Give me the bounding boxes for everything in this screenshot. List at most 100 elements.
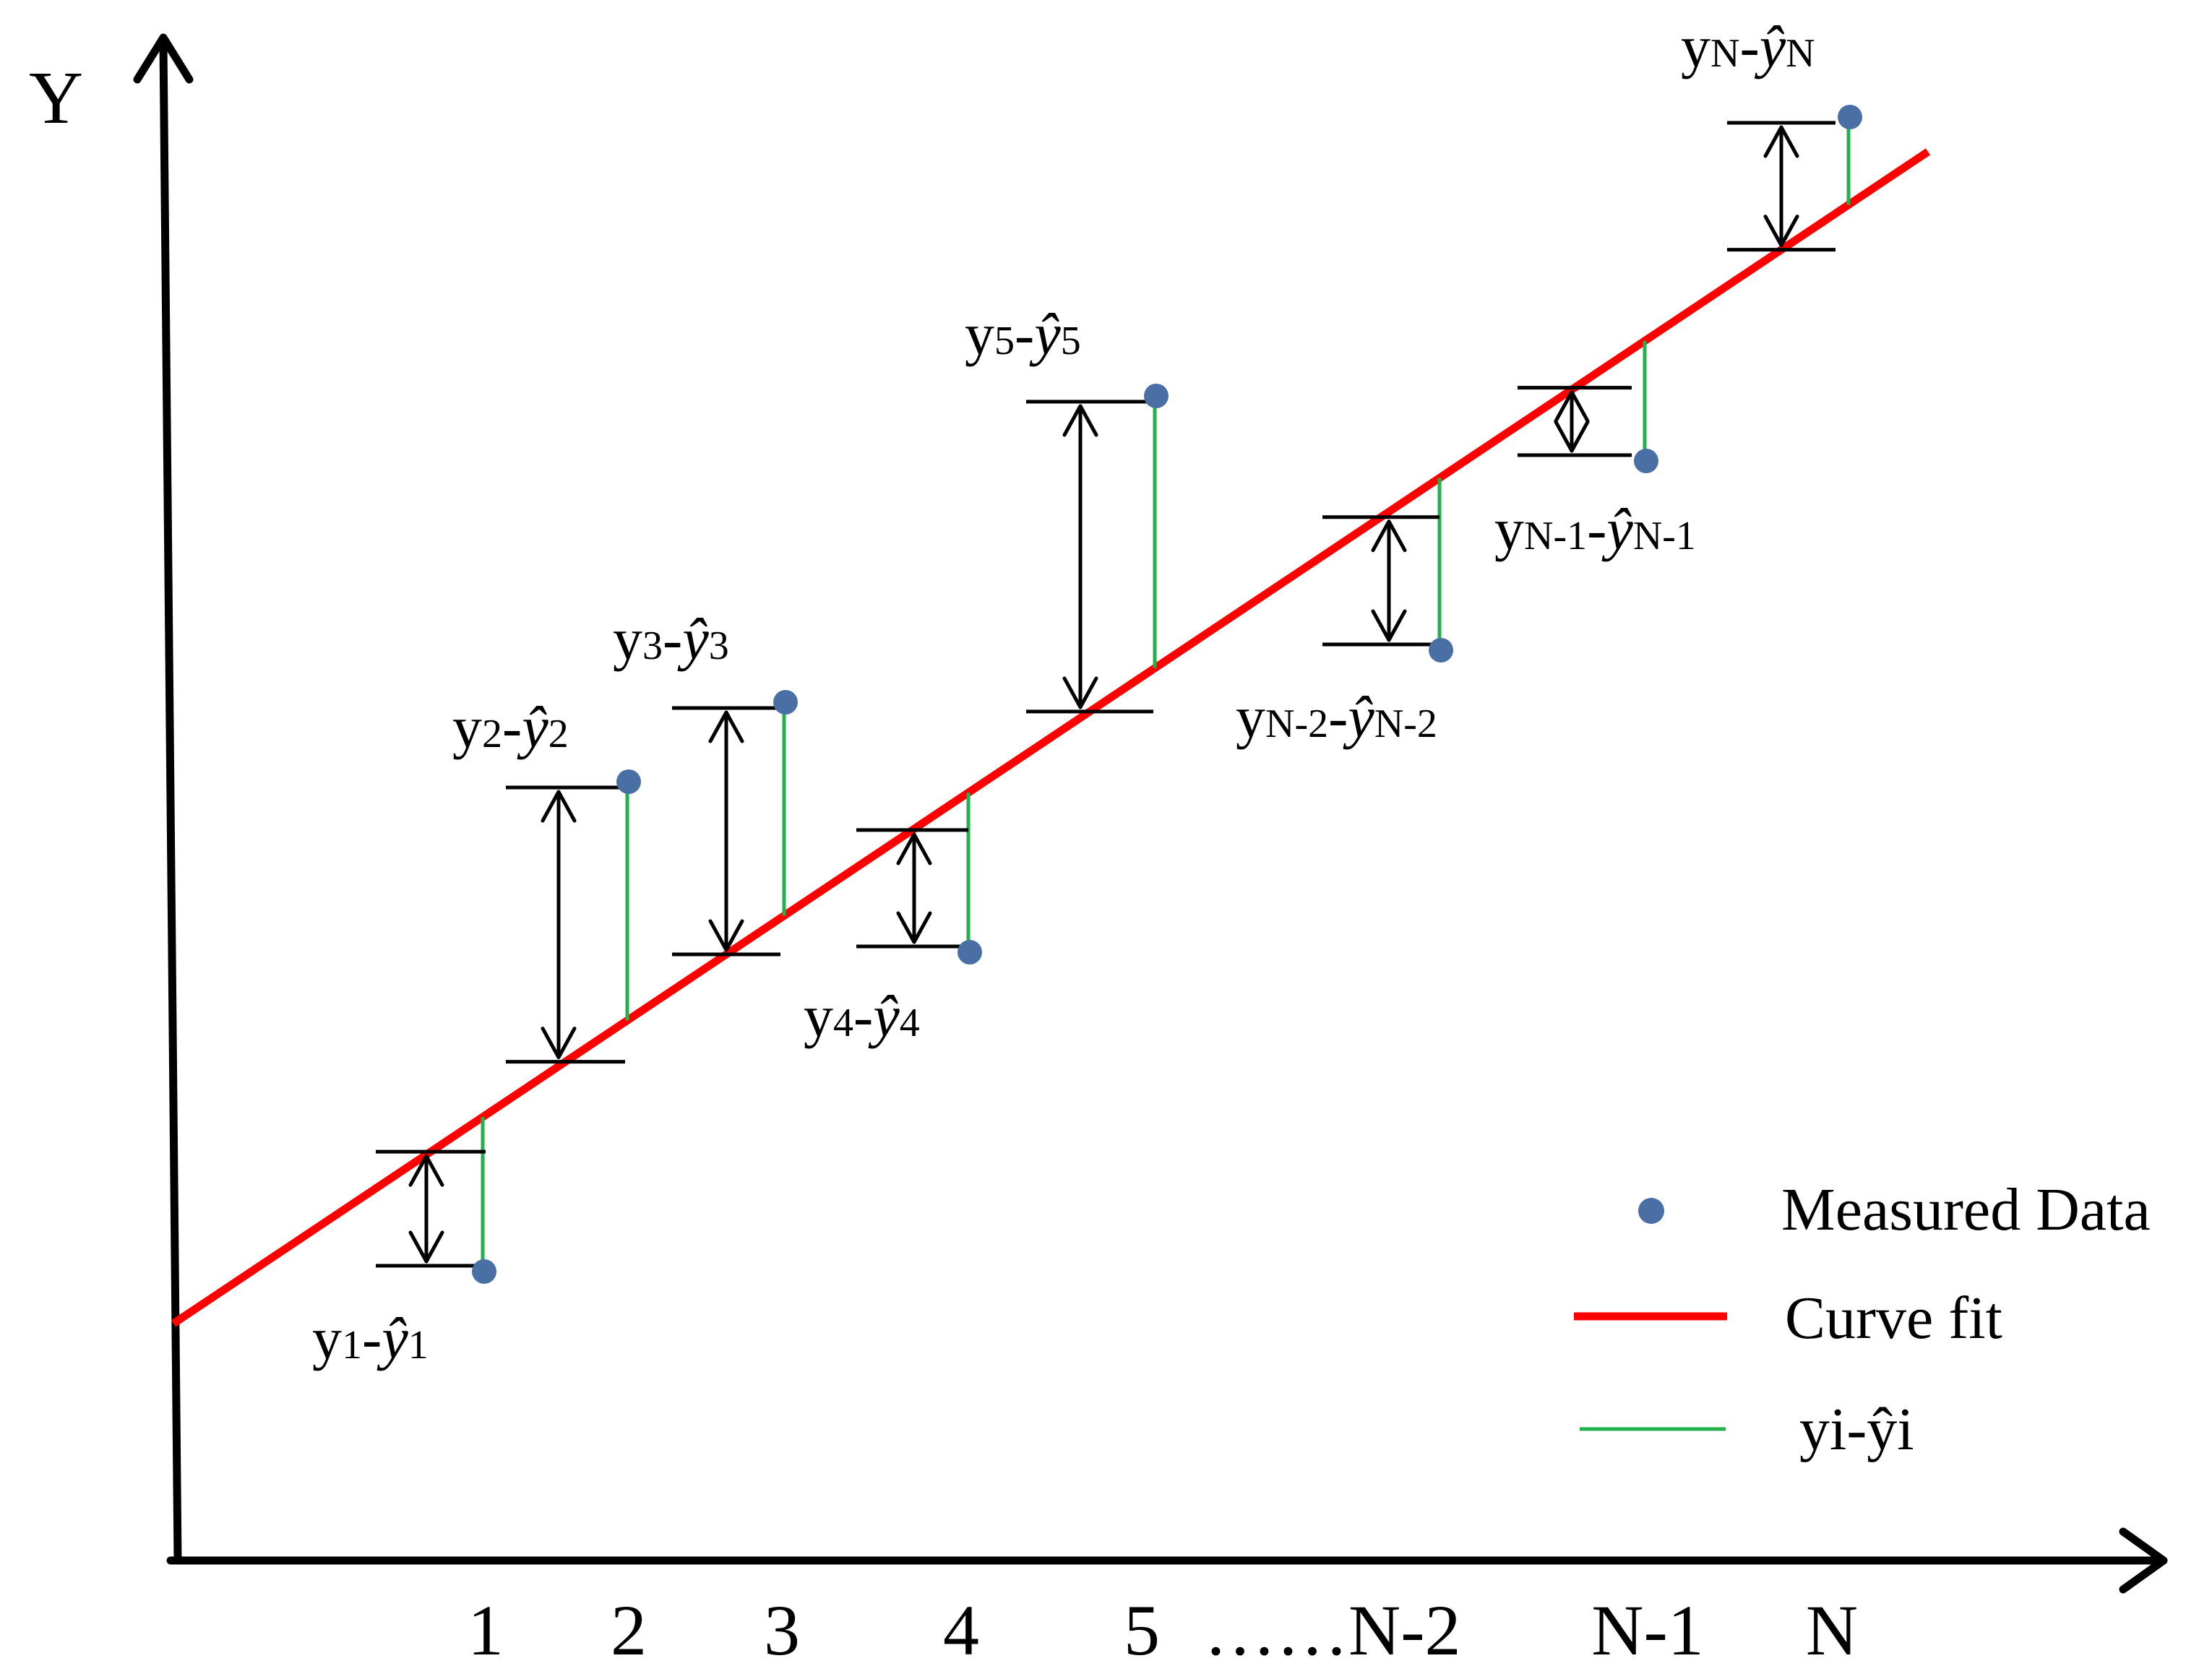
y-axis-label: Y <box>29 56 83 139</box>
residual-label: y1-ŷ1 <box>312 1305 429 1371</box>
residual-label-hat-sub: 4 <box>900 1001 920 1045</box>
residual-group-3: y3-ŷ3 <box>613 606 798 957</box>
residual-label-hat-sub: 3 <box>709 623 729 668</box>
residual-label-sub: N-1 <box>1524 514 1587 558</box>
measured-point <box>1634 449 1658 473</box>
residual-label-y: y <box>1494 496 1524 562</box>
residual-label-hat-sub: N-1 <box>1633 514 1696 558</box>
residual-group-2: y2-ŷ2 <box>452 694 641 1064</box>
double-arrow-head-bottom <box>1554 420 1590 453</box>
curve-fit-line <box>171 148 1931 1327</box>
double-arrow-head-bottom <box>1062 676 1098 709</box>
residual-label-y: y <box>1681 14 1710 79</box>
residual-label-sub: 4 <box>833 1001 853 1045</box>
residual-label-yhat: ŷ <box>376 1305 408 1371</box>
double-arrow-head-bottom <box>896 911 932 944</box>
x-tick-label-6: ……N-2 <box>1204 1590 1461 1670</box>
measured-point <box>472 1259 496 1284</box>
residual-label-sub: N-2 <box>1265 702 1328 746</box>
y-axis <box>159 38 182 1565</box>
residual-label-minus: - <box>502 694 522 760</box>
double-arrow-head-top <box>408 1154 444 1187</box>
residual-label-minus: - <box>853 983 873 1049</box>
residual-label: y5-ŷ5 <box>965 301 1081 367</box>
residual-label-minus: - <box>663 606 682 672</box>
residual-group-8: yN-ŷN <box>1681 14 1862 252</box>
measured-point <box>1838 105 1862 129</box>
y-axis-arrowhead <box>133 33 194 84</box>
x-tick-labels: 1 2 3 4 5 ……N-2 N-1 N <box>468 1590 1858 1670</box>
x-tick-label-8: N <box>1806 1590 1858 1670</box>
residual-label-yhat: ŷ <box>1343 684 1374 750</box>
residual-label-y: y <box>965 301 994 367</box>
residual-label-yhat: ŷ <box>868 983 900 1049</box>
residual-label: yN-2-ŷN-2 <box>1236 684 1437 750</box>
residual-label-sub: 2 <box>482 712 502 756</box>
legend-fit-label: Curve fit <box>1785 1285 2002 1352</box>
measured-point <box>1429 638 1453 662</box>
double-arrow-head-top <box>1554 390 1590 423</box>
residual-label-sub: 5 <box>994 319 1015 363</box>
residual-label-minus: - <box>1328 684 1348 750</box>
residual-label-minus: - <box>1739 14 1759 79</box>
legend-residual-label: yi-ŷi <box>1799 1396 1914 1463</box>
residual-group-4: y4-ŷ4 <box>804 793 982 1049</box>
double-arrow-head-top <box>896 832 932 866</box>
residual-label-hat-sub: N <box>1786 31 1815 76</box>
residual-label-hat-sub: N-2 <box>1374 702 1437 746</box>
residual-label-hat-sub: 5 <box>1061 319 1081 363</box>
residual-label-yhat: ŷ <box>517 694 548 760</box>
double-arrow-head-top <box>1763 125 1799 158</box>
measured-point <box>1144 384 1169 408</box>
x-tick-label-1: 1 <box>468 1590 504 1670</box>
residual-label-sub: N <box>1710 31 1739 76</box>
residual-label-minus: - <box>362 1305 382 1371</box>
residual-label-yhat: ŷ <box>1601 496 1633 562</box>
double-arrow-head-bottom <box>708 919 744 952</box>
residual-label: yN-ŷN <box>1681 14 1815 79</box>
residual-label-hat-sub: 1 <box>408 1323 429 1368</box>
residual-label-minus: - <box>1587 496 1606 562</box>
x-tick-label-5: 5 <box>1124 1590 1160 1670</box>
residual-label-y: y <box>1236 684 1265 750</box>
residual-label: y4-ŷ4 <box>804 983 920 1049</box>
residual-label-yhat: ŷ <box>1755 14 1786 79</box>
residual-label-y: y <box>452 694 482 760</box>
measured-point <box>616 769 641 794</box>
double-arrow-head-top <box>708 710 744 743</box>
legend: Measured Data Curve fit yi-ŷi <box>1574 1176 2151 1463</box>
residual-label-y: y <box>804 983 833 1049</box>
residual-label-yhat: ŷ <box>1029 301 1061 367</box>
residual-label-minus: - <box>1015 301 1034 367</box>
residual-group-5: y5-ŷ5 <box>965 301 1169 714</box>
residual-label: y2-ŷ2 <box>452 694 569 760</box>
residual-label-y: y <box>312 1305 342 1371</box>
legend-measured-marker <box>1638 1198 1664 1224</box>
residual-marks: y1-ŷ1y2-ŷ2y3-ŷ3y4-ŷ4y5-ŷ5yN-2-ŷN-2yN-1-ŷ… <box>312 14 1862 1371</box>
x-axis-arrowhead <box>2119 1527 2168 1594</box>
residual-label-yhat: ŷ <box>677 606 709 672</box>
x-tick-label-2: 2 <box>611 1590 647 1670</box>
residual-label-hat-sub: 2 <box>548 712 569 756</box>
legend-measured-label: Measured Data <box>1781 1176 2151 1243</box>
residual-label-sub: 3 <box>642 623 663 668</box>
residual-group-6: yN-2-ŷN-2 <box>1236 478 1453 750</box>
double-arrow-head-bottom <box>541 1027 577 1060</box>
measured-point <box>773 690 798 715</box>
double-arrow-head-top <box>541 790 577 823</box>
measured-point <box>957 940 982 964</box>
x-tick-label-7: N-1 <box>1591 1590 1704 1670</box>
double-arrow-head-top <box>1371 519 1407 553</box>
residual-label: yN-1-ŷN-1 <box>1494 496 1696 562</box>
double-arrow-head-bottom <box>1763 215 1799 248</box>
residual-group-7: yN-1-ŷN-1 <box>1494 340 1696 562</box>
x-tick-label-3: 3 <box>764 1590 800 1670</box>
double-arrow-head-bottom <box>408 1230 444 1264</box>
residual-label-sub: 1 <box>342 1323 362 1368</box>
double-arrow-head-top <box>1062 404 1098 437</box>
residual-label-y: y <box>613 606 642 672</box>
double-arrow-head-bottom <box>1371 609 1407 642</box>
residual-group-1: y1-ŷ1 <box>312 1117 496 1371</box>
x-tick-label-4: 4 <box>943 1590 979 1670</box>
